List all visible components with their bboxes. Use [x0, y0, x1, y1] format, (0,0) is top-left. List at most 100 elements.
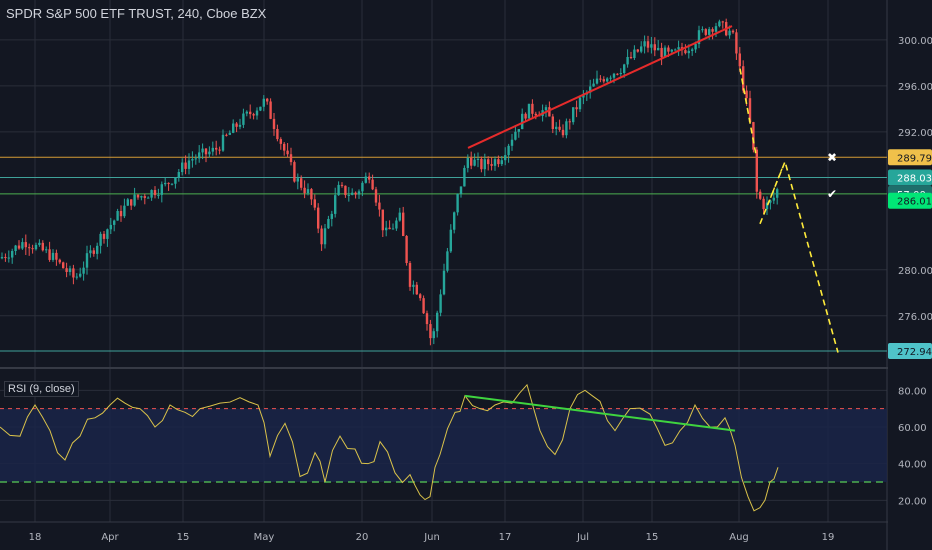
drawing-marker: ✖ — [827, 151, 837, 165]
candle-body — [629, 56, 633, 58]
candle-body — [378, 202, 381, 210]
candle-body — [364, 176, 367, 183]
candle-body — [633, 49, 636, 58]
candle-body — [470, 157, 473, 166]
candle-body — [759, 191, 762, 199]
candle-body — [266, 98, 269, 102]
candle-body — [432, 331, 435, 339]
candle-body — [334, 195, 337, 214]
candle-body — [245, 111, 248, 114]
candle-body — [96, 245, 99, 254]
candle-body — [113, 220, 116, 225]
candle-body — [51, 252, 55, 260]
candle-body — [609, 77, 612, 79]
price-tag-label: 272.94 — [897, 347, 932, 358]
candle-body — [442, 270, 446, 295]
candle-body — [453, 212, 456, 230]
candle-body — [578, 97, 582, 110]
candle-body — [147, 197, 150, 199]
axes: 300.00 296.00 292.00 280.00 276.00 80.00 60.00… — [29, 0, 932, 550]
candle-body — [218, 149, 221, 151]
candle-body — [534, 113, 537, 116]
candle-body — [721, 21, 724, 23]
candle-body — [422, 298, 425, 314]
candle-body — [711, 29, 714, 32]
candle-body — [38, 242, 41, 245]
candle-body — [24, 242, 27, 248]
candle-body — [677, 47, 680, 50]
candle-body — [500, 160, 503, 165]
candle-body — [718, 21, 721, 27]
candle-body — [177, 172, 180, 178]
candle-body — [514, 131, 517, 140]
candle-body — [136, 194, 140, 198]
candle-body — [276, 128, 279, 140]
candle-body — [45, 249, 48, 251]
time-tick-label: 15 — [177, 532, 190, 543]
projection-line — [767, 168, 783, 205]
candle-body — [235, 123, 238, 127]
candle-body — [595, 78, 599, 84]
candle-body — [262, 98, 265, 107]
candle-body — [391, 228, 395, 230]
price-tag — [888, 149, 932, 166]
candle-body — [225, 134, 228, 136]
rsi-series — [0, 383, 887, 512]
price-tick-label: 296.00 — [898, 82, 932, 93]
candle-body — [361, 182, 364, 192]
projection-line — [739, 68, 757, 155]
candle-body — [663, 47, 667, 58]
candle-body — [466, 157, 469, 168]
rsi-indicator-label[interactable]: RSI (9, close) — [4, 381, 79, 397]
candle-body — [7, 257, 10, 259]
candle-body — [697, 30, 701, 45]
candle-body — [446, 251, 449, 271]
candle-body — [548, 107, 551, 117]
candle-body — [599, 78, 602, 80]
price-tag — [888, 342, 932, 359]
candle-body — [650, 44, 653, 48]
candle-body — [425, 313, 429, 325]
candle-body — [657, 47, 660, 51]
candle-body — [517, 129, 520, 132]
candle-body — [252, 114, 255, 116]
chart-title: SPDR S&P 500 ETF TRUST, 240, Cboe BZX — [6, 6, 267, 21]
candle-body — [708, 29, 711, 35]
drawings: ✖✔ — [467, 25, 839, 353]
candle-body — [636, 49, 639, 52]
candle-body — [357, 191, 361, 195]
candle-body — [181, 162, 184, 173]
candle-body — [510, 139, 514, 146]
candle-body — [157, 194, 160, 196]
candle-body — [731, 30, 735, 33]
candle-body — [738, 53, 741, 67]
candle-body — [89, 250, 92, 254]
candle-body — [123, 205, 126, 217]
candle-body — [456, 193, 459, 213]
candle-body — [58, 259, 61, 263]
candle-body — [408, 263, 412, 287]
candle-body — [228, 132, 231, 135]
candle-body — [150, 190, 153, 198]
candle-body — [687, 50, 690, 54]
candle-body — [126, 199, 129, 206]
price-tag-label: 289.79 — [897, 153, 932, 164]
candle-body — [160, 184, 163, 195]
candle-body — [371, 179, 374, 190]
candle-body — [4, 257, 7, 259]
candle-body — [463, 167, 466, 187]
candle-body — [130, 199, 133, 206]
rsi-line — [0, 383, 779, 512]
candle-body — [476, 158, 480, 160]
candle-body — [198, 152, 201, 159]
candle-body — [0, 257, 4, 259]
candle-body — [395, 220, 398, 229]
candle-body — [279, 139, 282, 144]
candle-body — [249, 111, 252, 115]
candle-body — [623, 64, 626, 73]
candle-body — [691, 49, 694, 51]
candle-body — [211, 147, 214, 152]
candle-body — [493, 159, 497, 166]
